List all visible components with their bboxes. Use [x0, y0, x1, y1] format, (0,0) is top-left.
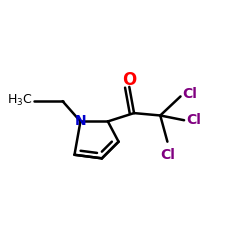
Text: N: N: [75, 114, 86, 128]
Text: Cl: Cl: [186, 113, 201, 127]
Text: Cl: Cl: [160, 148, 175, 162]
Text: O: O: [122, 71, 136, 89]
Text: Cl: Cl: [182, 87, 197, 101]
Text: H$_3$C: H$_3$C: [7, 92, 33, 108]
